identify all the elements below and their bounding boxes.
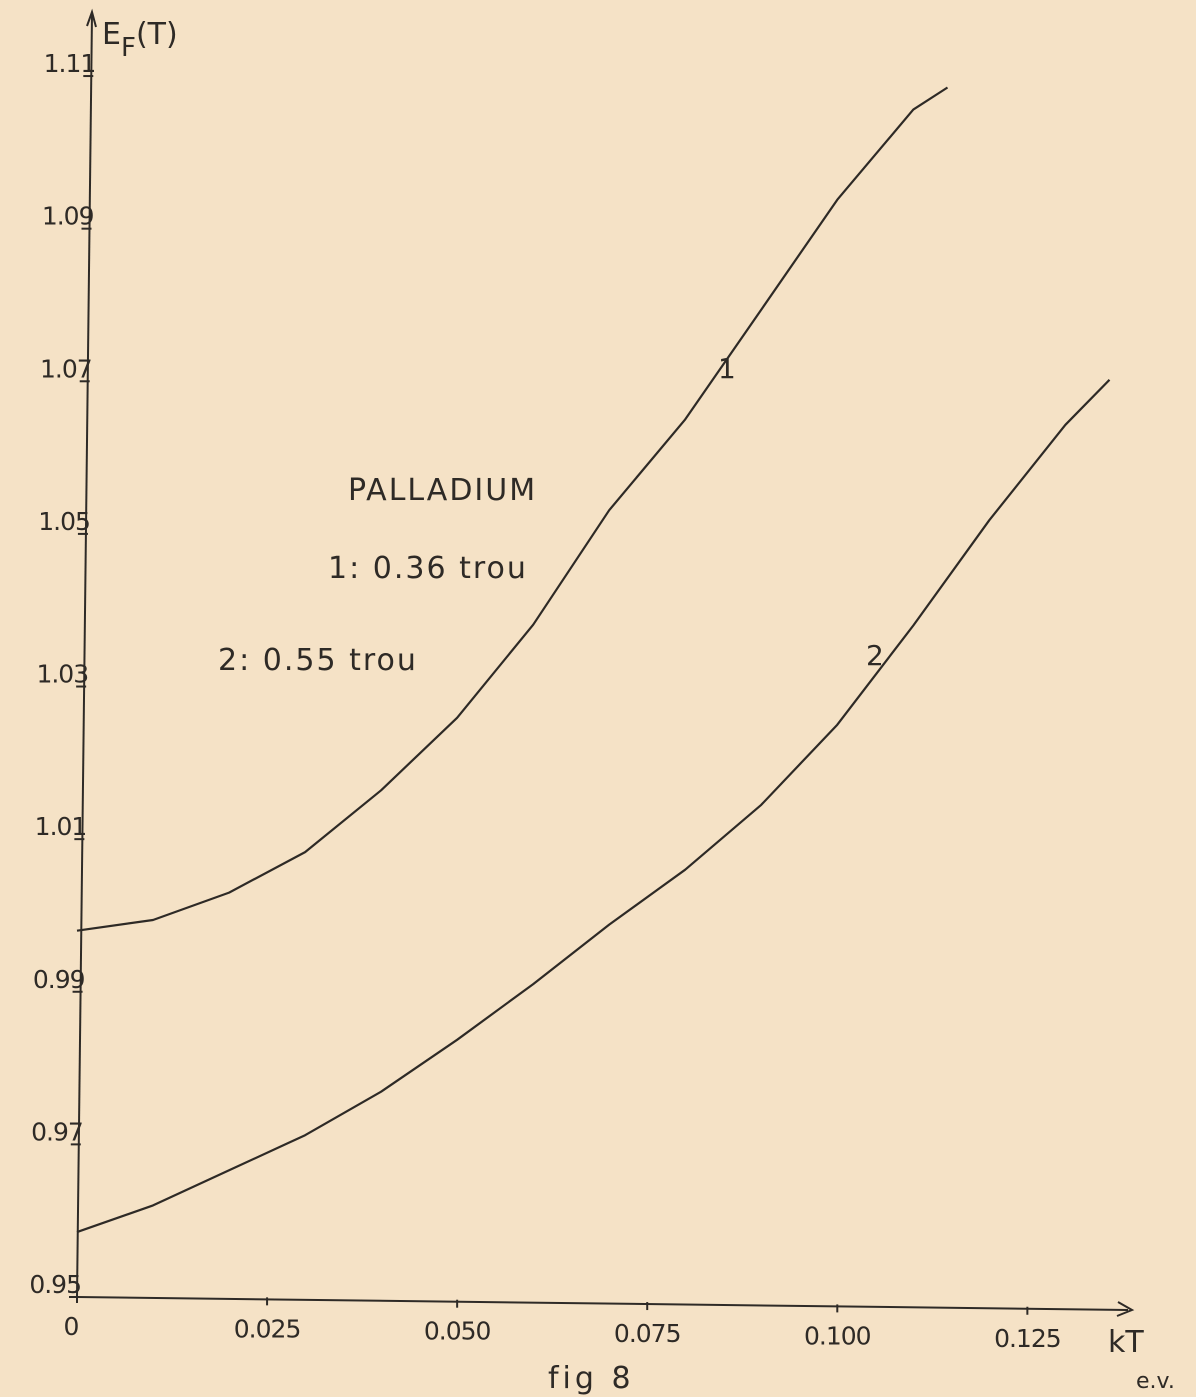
x-tick-label: 0 <box>64 1312 79 1341</box>
x-axis-unit: e.v. <box>1136 1369 1175 1394</box>
y-tick-label: 0.95 <box>29 1270 81 1299</box>
y-axis-label: EF(T) <box>102 17 178 63</box>
curve <box>76 379 1111 1234</box>
y-tick-label: 1.11 <box>44 49 96 78</box>
y-tick-label: 1.01 <box>35 812 87 841</box>
y-label-main: E <box>102 17 121 52</box>
y-label-rest: (T) <box>136 17 178 52</box>
y-tick-label: 0.97 <box>31 1117 83 1146</box>
y-tick-label: 1.05 <box>38 507 90 536</box>
x-axis-arrow <box>1116 1301 1135 1317</box>
x-axis-label: kT <box>1108 1325 1144 1360</box>
x-axis <box>76 1296 1129 1311</box>
curve-label: 2 <box>866 639 884 672</box>
annotation: 2: 0.55 trou <box>218 643 418 678</box>
x-tick-label: 0.025 <box>234 1314 301 1343</box>
x-tick-label: 0.125 <box>994 1324 1061 1353</box>
y-tick-label: 1.09 <box>42 202 94 231</box>
annotation: 1: 0.36 trou <box>328 551 528 586</box>
curve-label: 1 <box>718 352 736 385</box>
y-label-sub: F <box>121 33 136 63</box>
y-tick-label: 1.03 <box>36 660 88 689</box>
annotation: PALLADIUM <box>348 473 537 508</box>
curve <box>76 86 949 932</box>
y-tick-label: 0.99 <box>33 965 85 994</box>
x-tick-label: 0.050 <box>424 1317 491 1346</box>
y-tick-label: 1.07 <box>40 354 92 383</box>
caption: fig 8 <box>548 1361 635 1396</box>
x-tick-label: 0.100 <box>804 1321 871 1350</box>
y-axis-arrow <box>86 8 97 28</box>
x-tick-label: 0.075 <box>614 1319 681 1348</box>
